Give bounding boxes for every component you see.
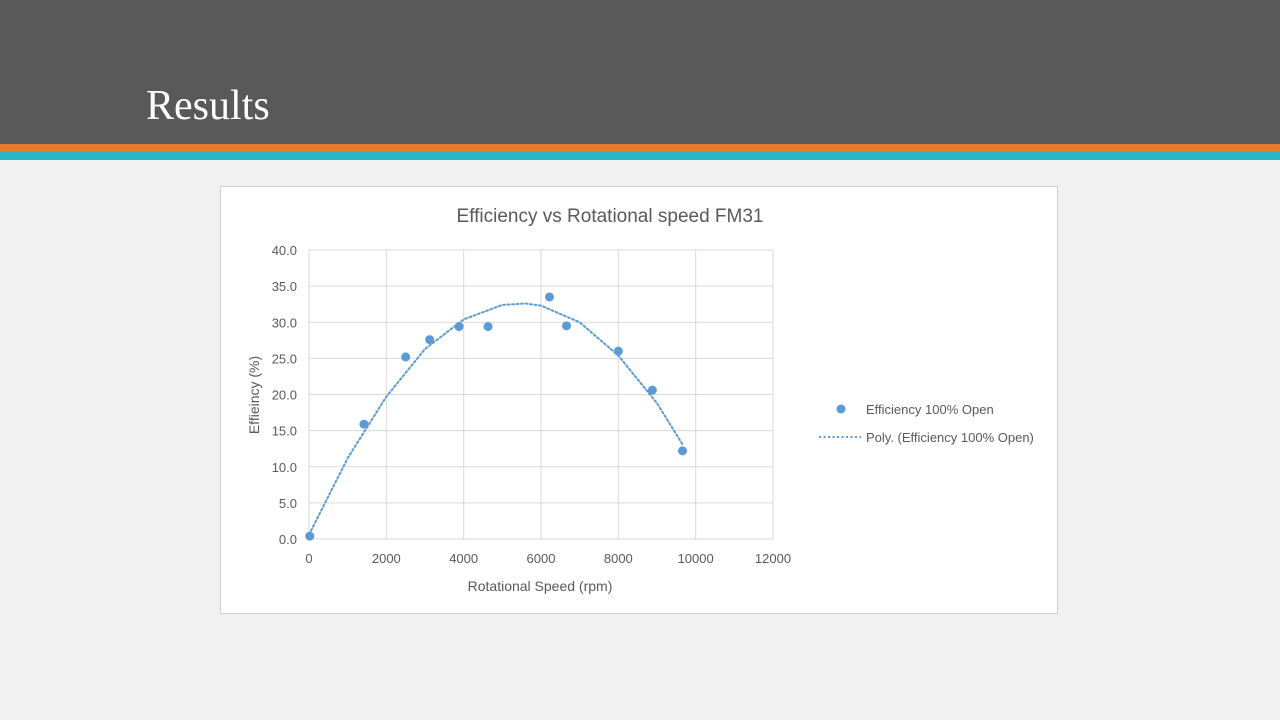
legend-marker-efficiency [836, 404, 846, 414]
data-point [613, 346, 623, 356]
chart-grid [308, 249, 774, 540]
data-point [359, 419, 369, 429]
y-tick-label: 25.0 [272, 351, 297, 366]
y-tick-label: 30.0 [272, 315, 297, 330]
x-axis-label: Rotational Speed (rpm) [468, 578, 613, 594]
x-tick-label: 0 [305, 551, 312, 566]
accent-stripe-teal [0, 151, 1280, 160]
data-point [401, 352, 411, 362]
y-axis-label: Effieincy (%) [246, 356, 262, 434]
y-tick-label: 40.0 [272, 243, 297, 258]
trendline-layer [308, 302, 684, 536]
chart-frame: Efficiency vs Rotational speed FM31 0.0 5… [220, 186, 1058, 614]
chart-legend: Efficiency 100% Open Poly. (Efficiency 1… [819, 402, 1034, 445]
slide-title: Results [146, 83, 270, 129]
slide-header [0, 0, 1280, 144]
legend-label-trendline: Poly. (Efficiency 100% Open) [866, 430, 1034, 445]
data-point [483, 322, 493, 332]
x-tick-label: 2000 [372, 551, 401, 566]
chart-svg: Efficiency vs Rotational speed FM31 0.0 5… [246, 206, 1034, 594]
data-point [647, 385, 657, 395]
accent-stripe-orange [0, 144, 1280, 151]
chart-axes: 0.0 5.0 10.0 15.0 20.0 25.0 30.0 35.0 40.0 0 2000 4… [272, 243, 791, 566]
y-tick-label: 10.0 [272, 460, 297, 475]
legend-label-efficiency: Efficiency 100% Open [866, 402, 994, 417]
y-tick-label: 15.0 [272, 424, 297, 439]
data-point [454, 322, 464, 332]
trendline [308, 302, 684, 536]
data-point [425, 335, 435, 345]
y-tick-label: 35.0 [272, 279, 297, 294]
data-point [305, 531, 315, 541]
y-tick-label: 5.0 [279, 496, 297, 511]
data-point [678, 446, 688, 456]
x-tick-label: 4000 [449, 551, 478, 566]
chart-title: Efficiency vs Rotational speed FM31 [457, 206, 764, 227]
data-point [562, 321, 572, 331]
y-tick-label: 20.0 [272, 388, 297, 403]
data-point [545, 292, 555, 302]
x-tick-label: 10000 [678, 551, 714, 566]
data-points-layer [305, 292, 688, 541]
x-tick-label: 8000 [604, 551, 633, 566]
x-tick-label: 12000 [755, 551, 791, 566]
x-tick-label: 6000 [527, 551, 556, 566]
y-tick-label: 0.0 [279, 532, 297, 547]
